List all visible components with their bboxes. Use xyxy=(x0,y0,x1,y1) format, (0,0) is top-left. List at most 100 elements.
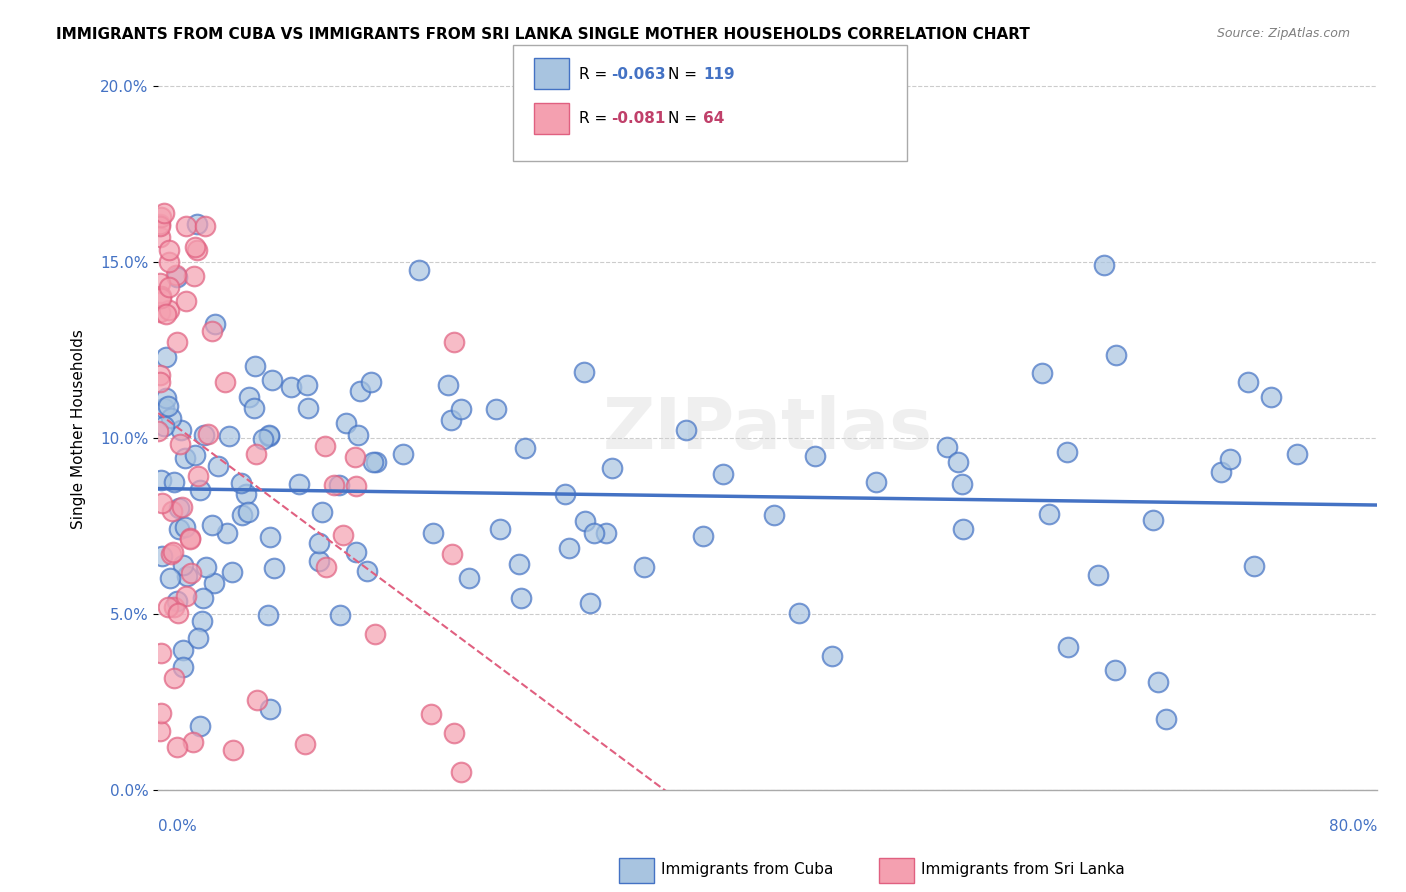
Immigrants from Cuba xyxy=(188,483,211,498)
Immigrants from Sri Lanka xyxy=(179,533,201,547)
Immigrants from Sri Lanka xyxy=(162,545,184,559)
Immigrants from Cuba xyxy=(1237,375,1260,389)
Immigrants from Sri Lanka xyxy=(174,589,197,603)
Immigrants from Cuba xyxy=(167,522,190,536)
Immigrants from Cuba xyxy=(221,565,243,579)
Immigrants from Cuba xyxy=(176,568,198,582)
Immigrants from Sri Lanka xyxy=(174,219,197,234)
Immigrants from Sri Lanka xyxy=(222,743,245,757)
Immigrants from Cuba xyxy=(1243,558,1265,573)
Immigrants from Cuba xyxy=(450,401,472,416)
Immigrants from Sri Lanka xyxy=(315,560,337,574)
Immigrants from Cuba xyxy=(595,526,617,541)
Immigrants from Cuba xyxy=(1260,390,1282,404)
Immigrants from Cuba xyxy=(356,564,378,578)
Immigrants from Cuba xyxy=(485,402,508,417)
Immigrants from Cuba xyxy=(163,475,186,490)
Immigrants from Cuba xyxy=(149,473,172,487)
Immigrants from Cuba xyxy=(1087,568,1109,582)
Immigrants from Sri Lanka xyxy=(150,496,173,510)
Immigrants from Cuba xyxy=(280,380,302,394)
Immigrants from Cuba xyxy=(349,384,371,398)
Immigrants from Sri Lanka xyxy=(165,268,187,283)
Immigrants from Cuba xyxy=(364,455,387,469)
Immigrants from Cuba xyxy=(231,508,253,522)
Immigrants from Sri Lanka xyxy=(172,500,194,515)
Immigrants from Cuba xyxy=(408,263,430,277)
Immigrants from Cuba xyxy=(235,487,257,501)
Immigrants from Sri Lanka xyxy=(294,737,316,751)
Immigrants from Cuba xyxy=(155,392,177,406)
Immigrants from Sri Lanka xyxy=(149,375,172,389)
Immigrants from Cuba xyxy=(865,475,887,489)
Immigrants from Sri Lanka xyxy=(201,324,224,338)
Text: 64: 64 xyxy=(703,112,724,126)
Immigrants from Cuba xyxy=(361,454,384,468)
Immigrants from Cuba xyxy=(440,413,463,427)
Immigrants from Sri Lanka xyxy=(160,547,183,561)
Immigrants from Cuba xyxy=(252,432,274,446)
Immigrants from Cuba xyxy=(1104,348,1126,362)
Immigrants from Cuba xyxy=(297,401,319,415)
Immigrants from Sri Lanka xyxy=(186,243,208,257)
Immigrants from Sri Lanka xyxy=(364,627,387,641)
Immigrants from Cuba xyxy=(153,419,176,434)
Immigrants from Sri Lanka xyxy=(148,229,170,244)
Immigrants from Cuba xyxy=(287,477,309,491)
Immigrants from Sri Lanka xyxy=(166,334,188,349)
Immigrants from Cuba xyxy=(711,467,734,481)
Immigrants from Sri Lanka xyxy=(441,547,464,561)
Immigrants from Cuba xyxy=(173,520,195,534)
Immigrants from Cuba xyxy=(489,522,512,536)
Immigrants from Cuba xyxy=(259,428,281,442)
Immigrants from Sri Lanka xyxy=(163,599,186,614)
Immigrants from Cuba xyxy=(952,523,974,537)
Immigrants from Sri Lanka xyxy=(344,479,367,493)
Text: -0.081: -0.081 xyxy=(612,112,666,126)
Immigrants from Cuba xyxy=(183,448,205,462)
Immigrants from Cuba xyxy=(191,591,214,605)
Immigrants from Cuba xyxy=(935,440,957,454)
Immigrants from Sri Lanka xyxy=(157,599,180,614)
Immigrants from Cuba xyxy=(1056,445,1078,459)
Immigrants from Cuba xyxy=(170,424,193,438)
Text: -0.063: -0.063 xyxy=(612,67,666,81)
Immigrants from Cuba xyxy=(346,427,368,442)
Immigrants from Sri Lanka xyxy=(155,307,177,321)
Text: N =: N = xyxy=(668,112,702,126)
Immigrants from Sri Lanka xyxy=(163,671,186,685)
Text: Source: ZipAtlas.com: Source: ZipAtlas.com xyxy=(1216,27,1350,40)
Immigrants from Sri Lanka xyxy=(153,206,176,220)
Immigrants from Cuba xyxy=(159,572,181,586)
Immigrants from Sri Lanka xyxy=(149,368,172,382)
Immigrants from Sri Lanka xyxy=(443,334,465,349)
Immigrants from Sri Lanka xyxy=(179,531,201,545)
Immigrants from Cuba xyxy=(166,593,188,607)
Immigrants from Sri Lanka xyxy=(197,426,219,441)
Immigrants from Cuba xyxy=(186,217,208,231)
Immigrants from Cuba xyxy=(1092,258,1115,272)
Immigrants from Sri Lanka xyxy=(150,292,173,306)
Immigrants from Sri Lanka xyxy=(443,725,465,739)
Immigrants from Cuba xyxy=(1104,663,1126,677)
Immigrants from Cuba xyxy=(675,423,697,437)
Immigrants from Cuba xyxy=(172,659,194,673)
Immigrants from Cuba xyxy=(311,505,333,519)
Immigrants from Cuba xyxy=(259,530,281,544)
Immigrants from Cuba xyxy=(436,377,458,392)
Immigrants from Sri Lanka xyxy=(149,210,172,224)
Immigrants from Sri Lanka xyxy=(150,289,173,303)
Immigrants from Cuba xyxy=(202,576,225,591)
Immigrants from Cuba xyxy=(572,365,595,379)
Immigrants from Cuba xyxy=(238,390,260,404)
Y-axis label: Single Mother Households: Single Mother Households xyxy=(72,329,86,529)
Text: R =: R = xyxy=(579,67,613,81)
Immigrants from Cuba xyxy=(1038,507,1060,521)
Immigrants from Cuba xyxy=(259,429,281,443)
Immigrants from Cuba xyxy=(236,505,259,519)
Immigrants from Sri Lanka xyxy=(332,528,354,542)
Immigrants from Cuba xyxy=(152,549,174,564)
Immigrants from Cuba xyxy=(156,399,179,413)
Text: N =: N = xyxy=(668,67,702,81)
Immigrants from Sri Lanka xyxy=(149,276,172,290)
